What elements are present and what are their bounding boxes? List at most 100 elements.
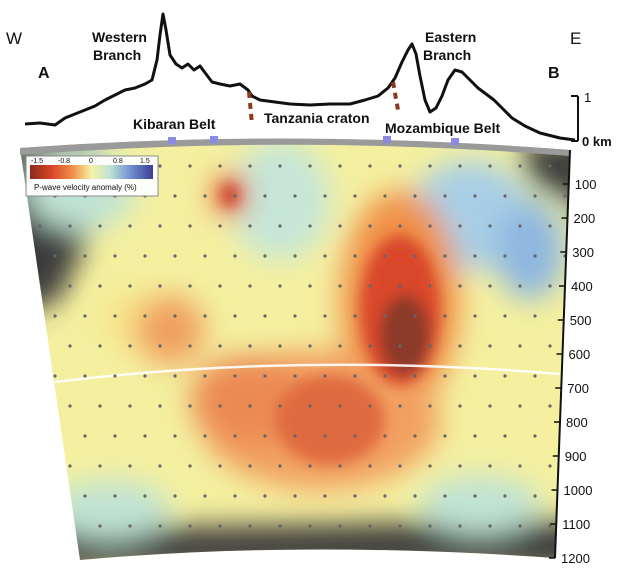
velocity-legend: -1.5 -0.8 0 0.8 1.5 P-wave velocity anom…: [25, 155, 159, 197]
grid-node: [533, 254, 537, 258]
grid-node: [113, 314, 117, 318]
legend-tick: 0.8: [113, 158, 123, 165]
grid-node: [53, 434, 57, 438]
grid-node: [293, 434, 297, 438]
station-marker: [383, 136, 391, 143]
grid-node: [98, 344, 102, 348]
grid-node: [113, 494, 117, 498]
grid-node: [518, 524, 522, 528]
grid-node: [443, 254, 447, 258]
grid-node: [233, 254, 237, 258]
grid-node: [428, 524, 432, 528]
grid-node: [263, 494, 267, 498]
grid-node: [503, 434, 507, 438]
grid-node: [473, 374, 477, 378]
grid-node: [488, 524, 492, 528]
depth-tick-label: 1100: [562, 517, 590, 532]
grid-node: [443, 374, 447, 378]
grid-node: [308, 404, 312, 408]
grid-node: [518, 284, 522, 288]
grid-node: [338, 284, 342, 288]
grid-node: [218, 224, 222, 228]
grid-node: [278, 464, 282, 468]
grid-node: [53, 254, 57, 258]
grid-node: [278, 224, 282, 228]
grid-node: [203, 494, 207, 498]
grid-node: [173, 374, 177, 378]
grid-node: [188, 344, 192, 348]
western-branch-label: Western: [92, 29, 147, 45]
grid-node: [188, 524, 192, 528]
grid-node: [458, 164, 462, 168]
grid-node: [293, 254, 297, 258]
grid-node: [383, 434, 387, 438]
grid-node: [488, 284, 492, 288]
grid-node: [113, 254, 117, 258]
grid-node: [128, 224, 132, 228]
grid-node: [428, 464, 432, 468]
grid-node: [263, 194, 267, 198]
grid-node: [443, 494, 447, 498]
grid-node: [218, 164, 222, 168]
eastern-branch-label-line2: Branch: [423, 47, 471, 63]
craton-boundary-west: [247, 91, 254, 125]
grid-node: [38, 524, 42, 528]
grid-node: [443, 434, 447, 438]
grid-node: [248, 224, 252, 228]
legend-title: P-wave velocity anomaly (%): [34, 183, 137, 192]
grid-node: [398, 284, 402, 288]
grid-node: [428, 224, 432, 228]
craton-boundary-east: [391, 81, 400, 111]
grid-node: [248, 284, 252, 288]
grid-node: [368, 284, 372, 288]
grid-node: [143, 494, 147, 498]
grid-node: [368, 404, 372, 408]
grid-node: [308, 284, 312, 288]
grid-node: [188, 284, 192, 288]
grid-node: [518, 344, 522, 348]
grid-node: [308, 224, 312, 228]
grid-node: [38, 344, 42, 348]
grid-node: [323, 194, 327, 198]
grid-node: [383, 374, 387, 378]
surface-strip: [20, 138, 570, 156]
station-marker: [451, 138, 459, 145]
grid-node: [83, 254, 87, 258]
grid-node: [203, 254, 207, 258]
grid-node: [458, 344, 462, 348]
kibaran-belt-label: Kibaran Belt: [133, 116, 216, 132]
legend-tick: 0: [89, 158, 93, 165]
grid-node: [173, 314, 177, 318]
grid-node: [563, 374, 567, 378]
station-marker: [168, 137, 176, 144]
legend-tick: 1.5: [140, 158, 150, 165]
grid-node: [368, 164, 372, 168]
grid-node: [548, 464, 552, 468]
grid-node: [263, 374, 267, 378]
grid-node: [248, 404, 252, 408]
grid-node: [503, 314, 507, 318]
grid-node: [488, 464, 492, 468]
grid-node: [338, 404, 342, 408]
grid-node: [158, 524, 162, 528]
grid-node: [368, 344, 372, 348]
grid-node: [248, 344, 252, 348]
grid-node: [248, 464, 252, 468]
grid-node: [143, 254, 147, 258]
grid-node: [53, 374, 57, 378]
depth-tick-label: 400: [571, 279, 593, 294]
grid-node: [353, 374, 357, 378]
grid-node: [218, 284, 222, 288]
depth-tick-label: 200: [574, 211, 596, 226]
grid-node: [323, 254, 327, 258]
grid-node: [548, 164, 552, 168]
grid-node: [143, 314, 147, 318]
grid-node: [518, 404, 522, 408]
grid-node: [293, 314, 297, 318]
direction-west: W: [6, 29, 22, 48]
depth-tick-label: 800: [566, 415, 588, 430]
grid-node: [158, 224, 162, 228]
grid-node: [188, 164, 192, 168]
grid-node: [188, 464, 192, 468]
